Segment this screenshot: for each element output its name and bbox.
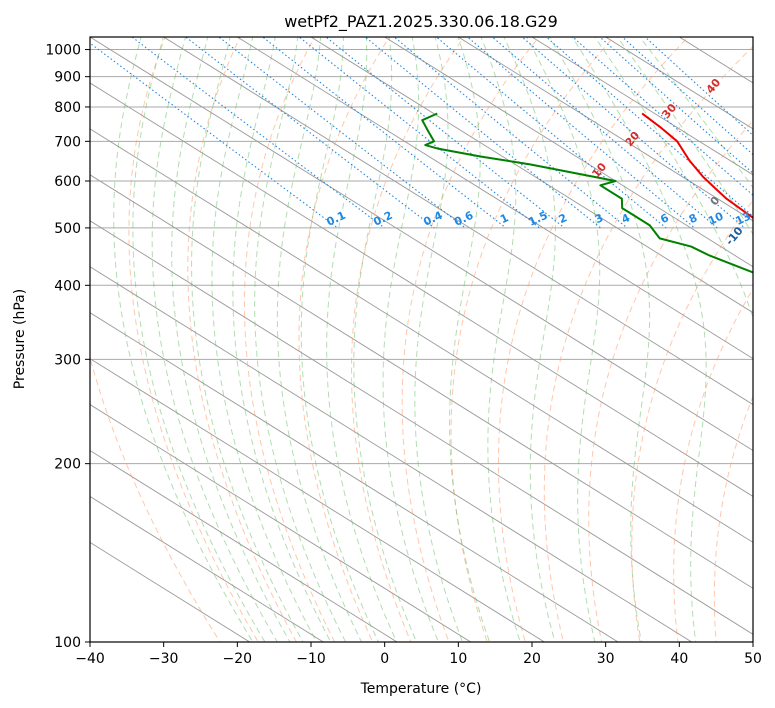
isotherm-line	[90, 266, 693, 642]
x-tick-label: 40	[670, 651, 688, 667]
isotherm-line	[310, 37, 753, 314]
moist-adiabat	[171, 37, 291, 642]
x-tick-label: −40	[75, 651, 105, 667]
moist-adiabat	[254, 37, 347, 642]
isotherm-line	[457, 37, 753, 222]
moist-adiabat	[639, 37, 753, 189]
moist-adiabat	[113, 37, 254, 642]
moist-adiabat	[503, 37, 556, 642]
mixing-ratio-line	[599, 37, 753, 174]
y-tick-label: 900	[54, 70, 81, 86]
mixing-ratio-line	[571, 37, 753, 196]
mixing-ratio-line	[393, 37, 628, 229]
dry-adiabat	[401, 37, 540, 642]
moist-adiabat	[414, 37, 464, 642]
moist-adiabat	[191, 37, 304, 642]
dry-adiabat	[90, 37, 221, 642]
y-tick-label: 400	[54, 278, 81, 294]
x-tick-label: 50	[744, 651, 762, 667]
moist-adiabat	[382, 37, 439, 642]
mixing-ratio-line	[90, 42, 338, 229]
mixing-ratio-line	[218, 37, 466, 229]
mixing-ratio-label: 10	[706, 209, 726, 227]
moist-adiabat	[232, 37, 332, 642]
mixing-ratio-line	[261, 37, 507, 229]
y-tick-label: 500	[54, 221, 81, 237]
moist-adiabat	[151, 37, 278, 642]
x-tick-label: −10	[296, 651, 326, 667]
isotherm-line	[90, 541, 251, 642]
x-tick-label: 0	[380, 651, 389, 667]
isotherm-line	[90, 220, 753, 635]
isotherm-line	[90, 82, 753, 497]
mixing-ratio-line	[184, 37, 435, 229]
y-tick-label: 300	[54, 352, 81, 368]
isotherm-line	[90, 37, 753, 452]
moist-adiabat	[276, 37, 362, 642]
moist-adiabat	[326, 37, 398, 642]
mixing-ratio-line	[364, 37, 601, 229]
dry-adiabat	[497, 37, 689, 642]
isotherm-line	[90, 312, 619, 642]
dewpoint-profile	[421, 112, 753, 274]
x-axis-label: Temperature (°C)	[360, 681, 482, 697]
moist-adiabat	[353, 37, 418, 642]
moist-adiabat	[594, 37, 753, 320]
y-axis: 1000 900 800 700 600 500 400 300 200 100	[45, 43, 90, 651]
moist-adiabat	[571, 37, 707, 642]
dry-adiabat	[128, 37, 259, 642]
moist-adiabat	[526, 37, 601, 642]
y-axis-label: Pressure (hPa)	[12, 289, 28, 389]
x-axis: −40 −30 −20 −10 0 10 20 30 40 50	[75, 642, 762, 667]
x-tick-label: 30	[597, 651, 615, 667]
y-tick-label: 800	[54, 100, 81, 116]
y-tick-label: 600	[54, 174, 81, 190]
isotherm-line	[90, 174, 753, 589]
moist-adiabat	[548, 37, 651, 642]
x-tick-label: −20	[223, 651, 253, 667]
mixing-ratio-label: 13	[734, 210, 753, 228]
x-tick-label: 10	[449, 651, 467, 667]
y-tick-label: 700	[54, 134, 81, 150]
y-tick-label: 200	[54, 457, 81, 473]
plot-area	[90, 37, 753, 642]
dry-adiabat	[243, 37, 336, 642]
y-tick-label: 1000	[45, 43, 81, 59]
moist-adiabat	[480, 37, 521, 642]
isotherm-line	[236, 37, 753, 360]
dry-adiabat	[543, 45, 753, 642]
mixing-ratio-line	[435, 37, 667, 229]
dry-adiabat	[350, 37, 465, 642]
dry-adiabat	[187, 37, 297, 642]
isotherm-line	[90, 128, 753, 543]
x-tick-label: 20	[523, 651, 541, 667]
mixing-ratio-line	[466, 37, 695, 229]
moist-adiabat-label: -20	[749, 258, 772, 282]
dry-adiabat	[298, 37, 390, 642]
moist-adiabat	[211, 37, 318, 642]
temperature-profile	[641, 112, 753, 220]
isotherm-line	[90, 404, 472, 642]
chart-title: wetPf2_PAZ1.2025.330.06.18.G29	[284, 12, 558, 32]
x-tick-label: −30	[149, 651, 179, 667]
moist-adiabat	[132, 37, 266, 642]
isotherm-line	[90, 449, 398, 642]
moist-adiabat	[300, 37, 379, 642]
dry-adiabat	[450, 37, 615, 642]
dry-adiabat	[673, 287, 753, 642]
isotherm-line	[90, 495, 325, 642]
mixing-ratio-line	[491, 37, 718, 229]
moist-adiabat	[616, 37, 753, 236]
y-tick-label: 100	[54, 635, 81, 651]
moist-adiabat	[449, 37, 491, 642]
dry-adiabat	[631, 199, 753, 642]
isotherm-line	[162, 37, 753, 406]
isotherm-line	[383, 37, 753, 268]
isotherm-line	[90, 358, 546, 642]
plot-frame	[89, 36, 754, 643]
isotherm-line	[531, 37, 753, 176]
